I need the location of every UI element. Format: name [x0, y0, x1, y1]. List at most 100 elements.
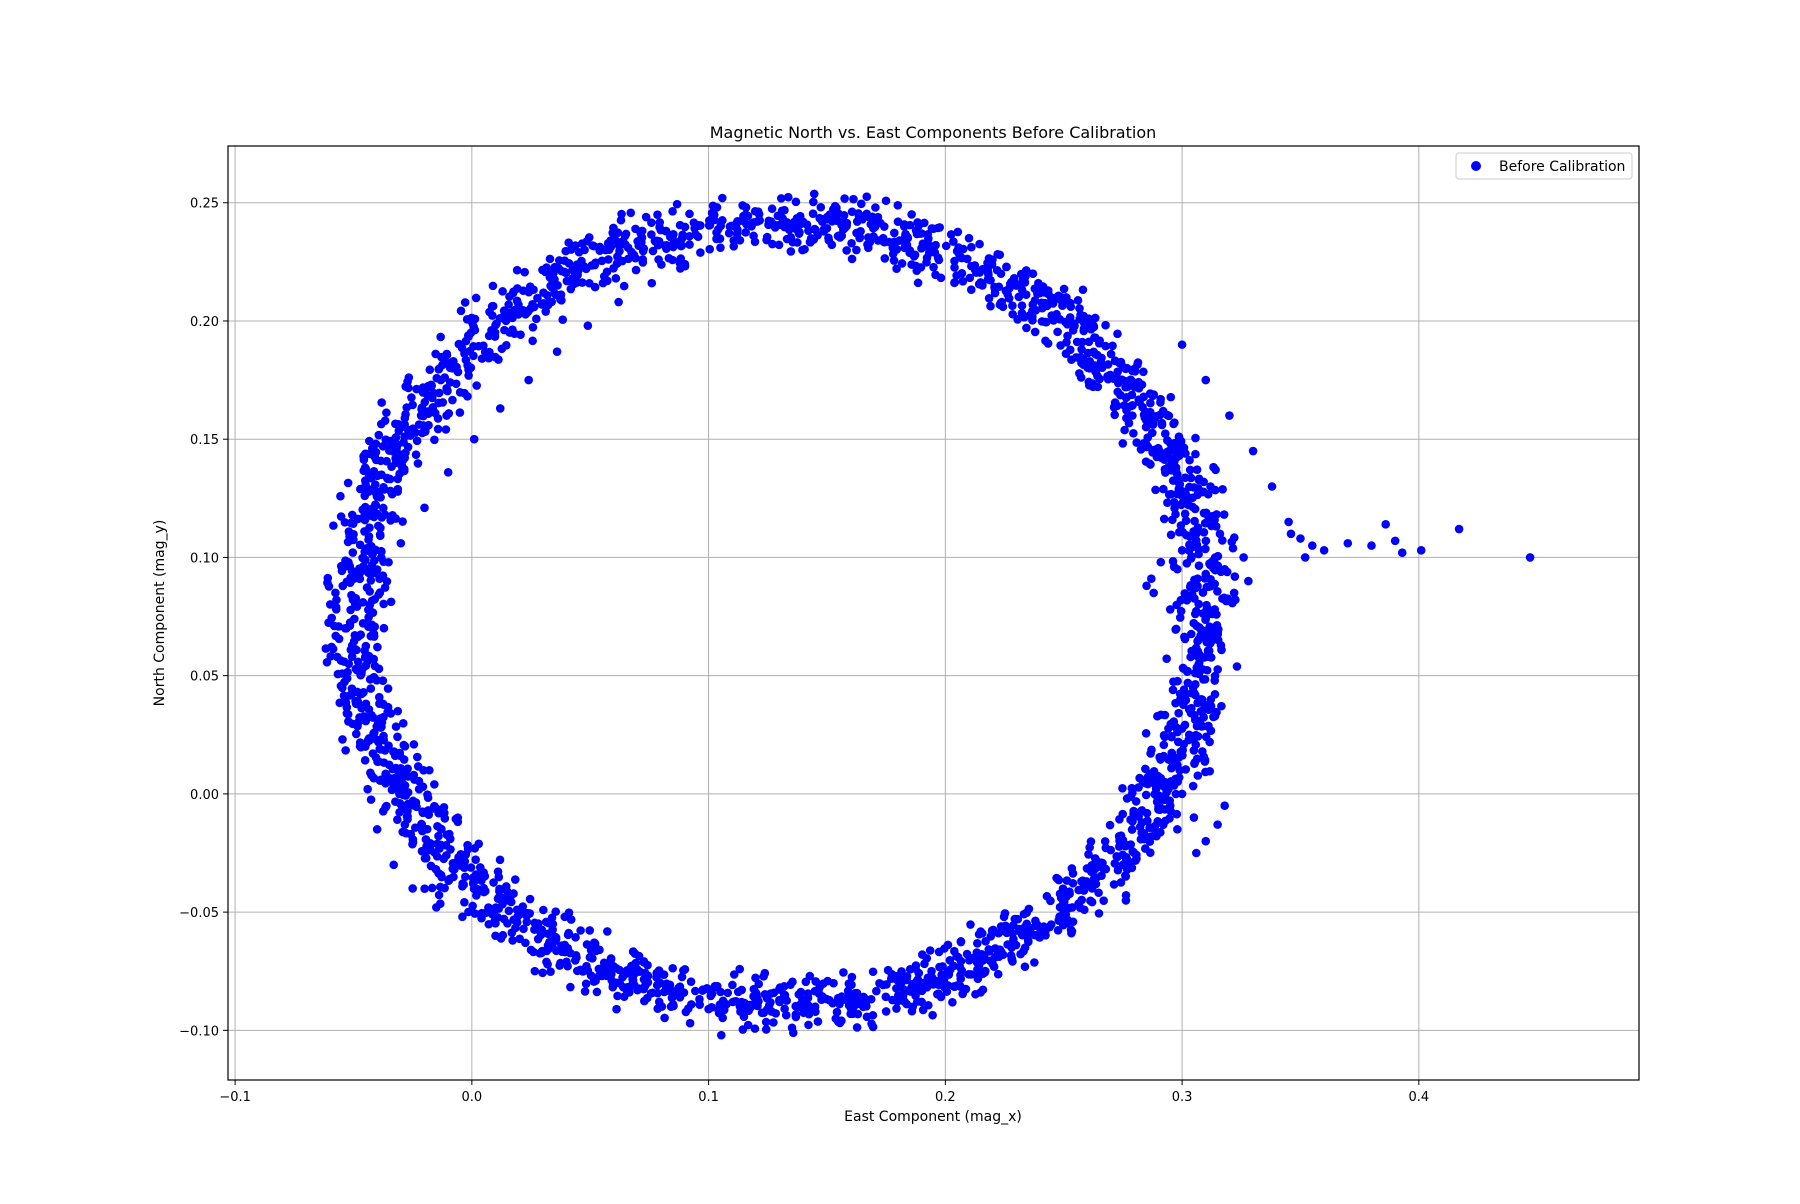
data-point	[1213, 561, 1223, 571]
data-point	[357, 703, 366, 713]
data-point	[630, 949, 640, 958]
data-point	[735, 964, 745, 974]
data-point	[1095, 336, 1105, 345]
data-point	[366, 541, 376, 551]
data-point	[324, 582, 334, 591]
data-point	[1174, 708, 1183, 718]
data-point	[668, 963, 678, 973]
data-point	[1116, 878, 1126, 887]
data-point	[1200, 509, 1210, 518]
data-point	[648, 246, 658, 256]
data-point	[545, 254, 555, 264]
data-point	[685, 1018, 695, 1028]
data-point	[462, 315, 472, 324]
data-point	[679, 988, 689, 997]
data-point	[769, 1018, 778, 1027]
data-point	[1068, 326, 1078, 335]
data-point	[1110, 859, 1120, 868]
data-point	[1142, 581, 1151, 591]
data-point	[403, 812, 412, 821]
data-point	[892, 264, 901, 273]
data-point	[359, 687, 368, 697]
y-tick-label: −0.05	[179, 906, 219, 921]
data-point	[1179, 700, 1188, 709]
data-point	[468, 879, 478, 889]
data-point	[364, 436, 374, 446]
data-point	[1232, 662, 1242, 671]
data-point	[660, 1013, 669, 1023]
data-point	[1055, 889, 1065, 899]
data-point	[1022, 323, 1031, 333]
data-point	[1077, 337, 1087, 347]
data-point	[695, 1000, 705, 1009]
data-point	[391, 433, 401, 442]
data-point	[667, 993, 677, 1003]
data-point	[641, 212, 651, 222]
data-point	[1129, 848, 1139, 857]
data-point	[1525, 553, 1535, 562]
data-point	[974, 930, 984, 939]
data-point	[842, 246, 851, 255]
data-point	[1213, 820, 1222, 829]
data-point	[1201, 614, 1211, 623]
data-point	[735, 235, 745, 245]
data-point	[1212, 707, 1221, 717]
data-point	[453, 858, 462, 867]
data-point	[1197, 722, 1207, 731]
data-point	[551, 934, 561, 944]
data-point	[1156, 398, 1165, 407]
data-point	[862, 192, 872, 201]
data-point	[594, 971, 604, 980]
data-point	[370, 556, 379, 565]
data-point	[882, 980, 891, 989]
data-point	[619, 992, 629, 1001]
data-point	[425, 365, 435, 375]
data-point	[1126, 375, 1135, 385]
data-point	[465, 346, 475, 356]
data-point	[913, 278, 923, 288]
data-point	[1049, 316, 1058, 325]
data-point	[631, 265, 641, 275]
data-point	[739, 211, 748, 221]
data-point	[1218, 485, 1227, 494]
data-point	[1134, 812, 1143, 821]
data-point	[1089, 322, 1099, 332]
data-point	[460, 872, 470, 882]
data-point	[1017, 308, 1027, 318]
data-point	[1151, 784, 1161, 794]
data-point	[459, 880, 469, 889]
data-point	[1164, 411, 1174, 421]
data-point	[440, 814, 450, 823]
data-point	[1164, 724, 1173, 733]
data-point	[741, 228, 750, 237]
data-point	[1173, 727, 1182, 737]
data-point	[1284, 517, 1293, 527]
data-point	[1159, 514, 1169, 524]
data-point	[400, 413, 410, 423]
data-point	[1021, 290, 1031, 299]
data-point	[404, 383, 413, 393]
data-point	[1205, 639, 1215, 648]
data-point	[377, 398, 386, 407]
data-point	[1150, 821, 1160, 831]
data-point	[685, 209, 694, 219]
data-point	[505, 292, 514, 301]
data-point	[1168, 685, 1178, 695]
data-point	[631, 253, 640, 263]
data-point	[1163, 498, 1172, 508]
data-point	[1141, 415, 1151, 425]
data-point	[1133, 360, 1142, 369]
data-point	[1138, 402, 1147, 412]
data-point	[941, 241, 951, 251]
data-point	[929, 262, 938, 272]
data-point	[654, 966, 664, 975]
x-tick-label: −0.1	[219, 1090, 251, 1105]
data-point	[1202, 582, 1212, 592]
y-tick-label: 0.10	[190, 551, 219, 566]
data-point	[353, 657, 363, 667]
data-point	[775, 983, 785, 992]
data-point	[1185, 465, 1195, 475]
data-point	[1079, 318, 1089, 327]
data-point	[436, 870, 446, 880]
data-point	[376, 775, 386, 785]
